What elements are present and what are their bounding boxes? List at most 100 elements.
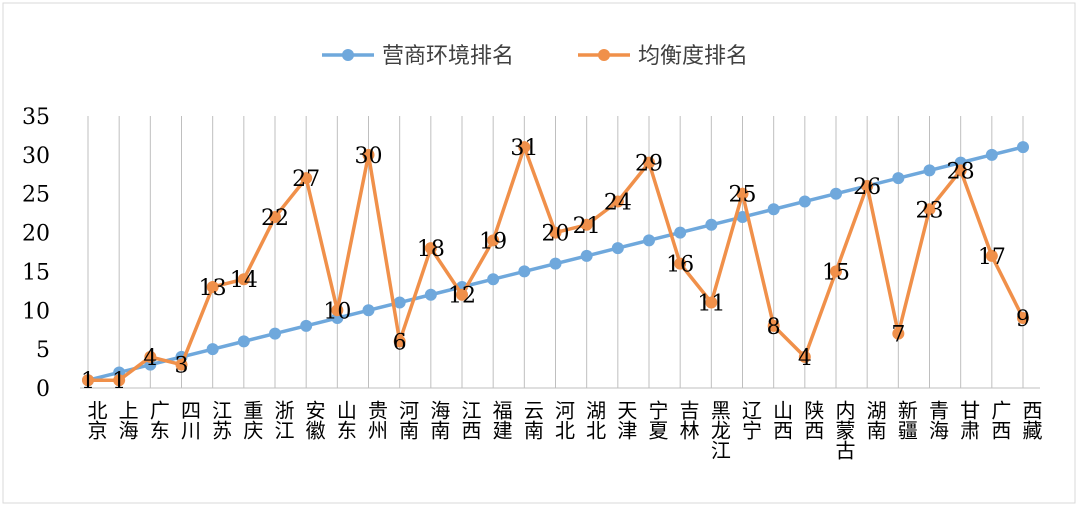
x-tick-label: 西藏 bbox=[1019, 400, 1043, 440]
x-tick-label: 宁夏 bbox=[645, 400, 669, 440]
data-point bbox=[487, 234, 500, 247]
data-label: 4 bbox=[798, 346, 812, 371]
x-tick-label: 山西 bbox=[770, 400, 794, 440]
data-point bbox=[175, 358, 188, 371]
x-tick-label: 辽宁 bbox=[739, 400, 763, 440]
data-point bbox=[830, 187, 842, 200]
x-tick-label: 贵州 bbox=[365, 400, 389, 440]
data-point bbox=[362, 148, 375, 161]
data-point bbox=[393, 335, 406, 348]
legend: 营商环境排名 均衡度排名 bbox=[322, 44, 748, 69]
x-tick-label: 浙江 bbox=[271, 400, 295, 440]
data-label: 19 bbox=[479, 229, 507, 254]
data-label: 30 bbox=[355, 144, 383, 169]
x-tick-label: 云南 bbox=[520, 400, 544, 440]
data-point bbox=[861, 179, 874, 192]
data-point bbox=[1017, 312, 1029, 325]
data-label: 27 bbox=[292, 167, 320, 192]
data-label: 13 bbox=[199, 276, 227, 301]
data-point bbox=[611, 195, 624, 208]
data-point bbox=[923, 203, 936, 216]
y-tick-label: 5 bbox=[36, 338, 50, 363]
y-tick-label: 30 bbox=[22, 144, 50, 169]
x-axis: 北京 上海 广东 四川 江苏 重庆 浙江 安徽 山东 贵州 河南 海南 江西 福建 云南 河北 湖北 天津 宁夏 吉林… bbox=[80, 387, 1043, 460]
data-label: 6 bbox=[393, 330, 407, 355]
data-label: 20 bbox=[542, 222, 570, 247]
data-point bbox=[798, 195, 811, 208]
data-point bbox=[674, 226, 687, 239]
data-point bbox=[985, 148, 998, 161]
data-label: 17 bbox=[978, 245, 1006, 270]
data-label: 11 bbox=[697, 292, 725, 317]
data-label: 21 bbox=[573, 214, 601, 239]
data-label: 8 bbox=[767, 315, 781, 340]
data-point bbox=[237, 335, 250, 348]
data-point bbox=[518, 141, 531, 154]
data-point bbox=[674, 257, 687, 270]
legend-marker bbox=[598, 49, 610, 61]
data-point bbox=[798, 350, 811, 363]
data-point bbox=[830, 265, 842, 278]
data-point bbox=[643, 234, 655, 247]
data-point bbox=[705, 218, 718, 231]
x-tick-label: 吉林 bbox=[676, 400, 700, 440]
data-label: 29 bbox=[635, 152, 663, 177]
x-tick-label: 上海 bbox=[115, 400, 139, 440]
x-tick-label: 北京 bbox=[84, 400, 108, 440]
x-tick-label: 重庆 bbox=[240, 400, 264, 440]
data-point bbox=[424, 242, 437, 255]
data-point bbox=[300, 319, 313, 332]
x-tick-label: 陕西 bbox=[801, 400, 825, 440]
data-point bbox=[144, 350, 157, 363]
data-point bbox=[456, 288, 468, 301]
data-point bbox=[923, 164, 936, 177]
x-tick-label: 湖北 bbox=[583, 400, 607, 440]
x-tick-label: 江苏 bbox=[209, 400, 233, 440]
data-label: 14 bbox=[230, 268, 258, 293]
data-label: 10 bbox=[323, 299, 351, 324]
data-label: 26 bbox=[853, 175, 881, 200]
data-point bbox=[1017, 141, 1029, 154]
x-tick-label: 江西 bbox=[458, 400, 482, 440]
x-tick-label: 广西 bbox=[988, 400, 1012, 440]
data-point bbox=[393, 296, 406, 309]
data-label: 7 bbox=[891, 323, 905, 348]
data-point bbox=[549, 226, 562, 239]
x-tick-label: 内蒙古 bbox=[832, 400, 856, 460]
x-tick-label: 湖南 bbox=[863, 400, 887, 440]
x-tick-label: 甘肃 bbox=[957, 400, 981, 440]
data-label: 16 bbox=[666, 253, 694, 278]
data-point bbox=[767, 319, 780, 332]
data-point bbox=[549, 257, 562, 270]
data-label: 3 bbox=[175, 354, 189, 379]
data-point bbox=[487, 273, 500, 286]
data-point bbox=[985, 249, 998, 262]
data-point bbox=[269, 327, 281, 340]
x-tick-label: 天津 bbox=[614, 400, 638, 440]
data-point bbox=[954, 164, 967, 177]
data-point bbox=[580, 218, 593, 231]
data-point bbox=[518, 265, 531, 278]
data-label: 31 bbox=[510, 136, 538, 161]
data-point bbox=[269, 211, 281, 224]
y-tick-label: 35 bbox=[22, 105, 50, 130]
data-point bbox=[237, 273, 250, 286]
data-point bbox=[424, 288, 437, 301]
legend-label: 营商环境排名 bbox=[382, 44, 514, 69]
data-label: 4 bbox=[143, 346, 157, 371]
x-tick-label: 福建 bbox=[489, 400, 513, 440]
data-label: 25 bbox=[729, 183, 757, 208]
x-tick-label: 黑龙江 bbox=[707, 400, 731, 460]
data-point bbox=[331, 304, 344, 317]
data-label: 22 bbox=[261, 206, 289, 231]
y-axis: 0 5 10 15 20 25 30 35 bbox=[22, 105, 50, 402]
x-tick-label: 新疆 bbox=[894, 400, 918, 440]
x-tick-label: 河北 bbox=[552, 400, 576, 440]
data-point bbox=[892, 327, 905, 340]
x-tick-label: 广东 bbox=[146, 400, 170, 440]
data-point bbox=[611, 242, 624, 255]
data-point bbox=[362, 304, 375, 317]
x-tick-label: 河南 bbox=[396, 400, 420, 440]
